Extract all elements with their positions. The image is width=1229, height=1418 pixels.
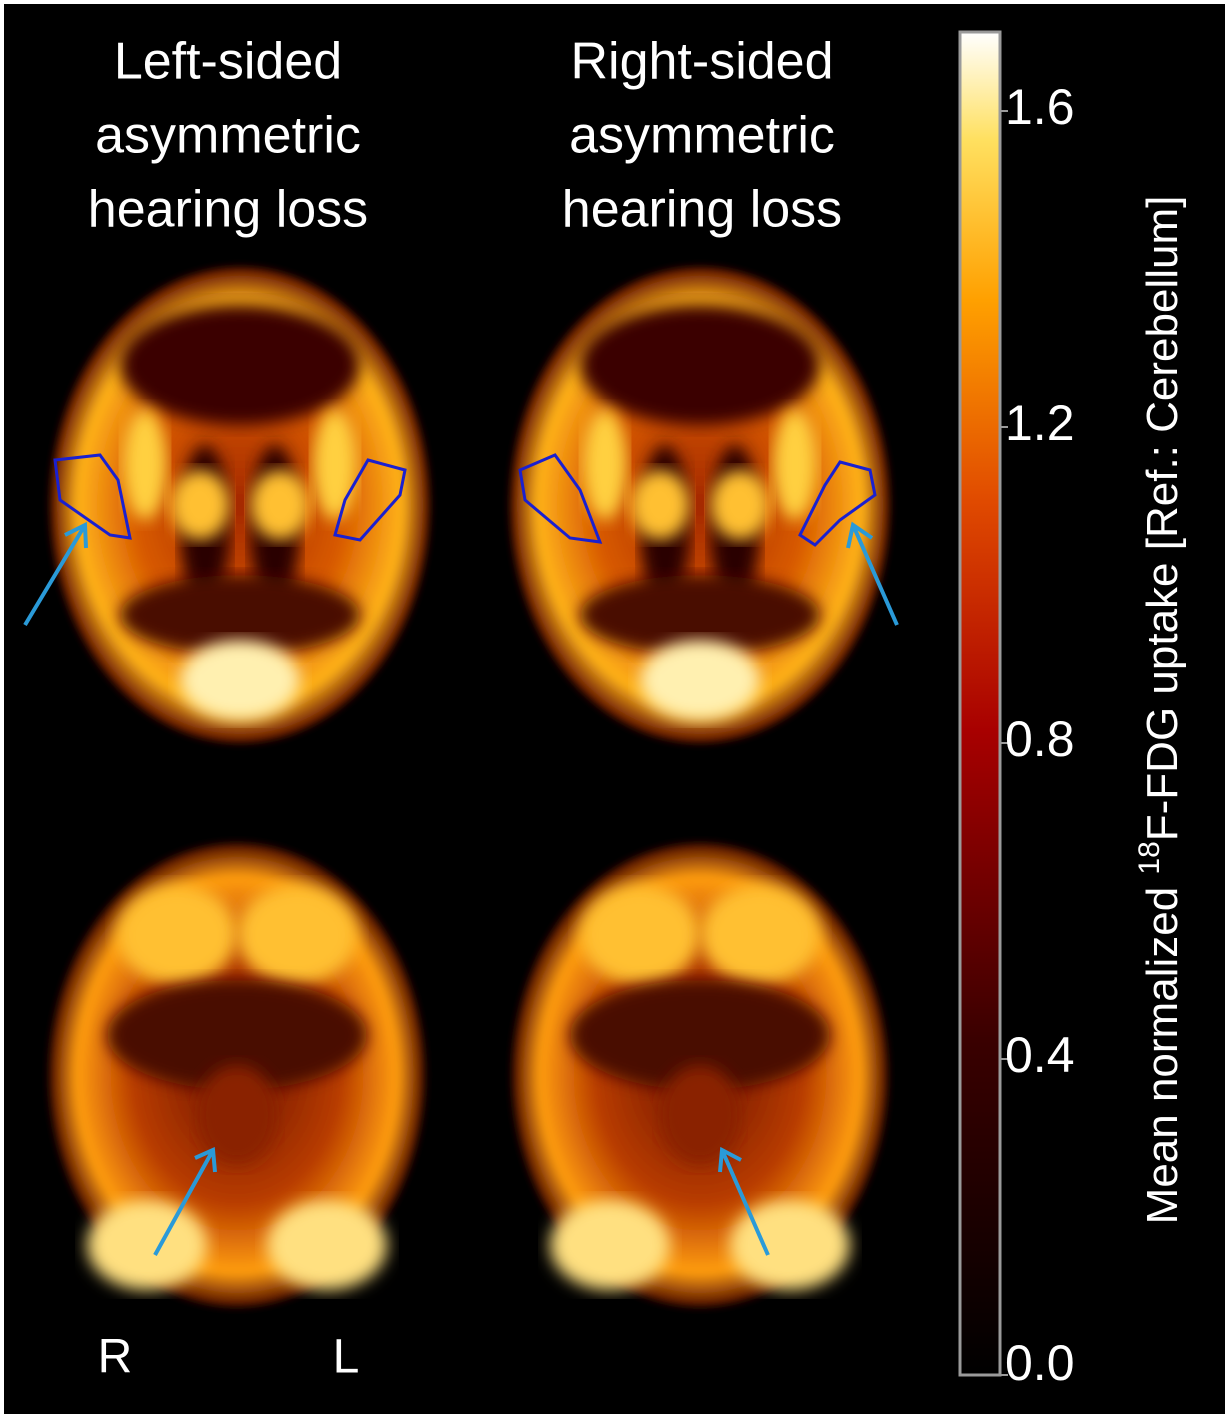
- label-part: Mean normalized: [1138, 875, 1187, 1225]
- column-title: hearing loss: [88, 181, 368, 239]
- column-title: asymmetric: [569, 107, 835, 165]
- brain-slice: [49, 843, 425, 1307]
- label-part: F-FDG uptake [Ref.: Cerebellum]: [1138, 196, 1187, 842]
- orientation-label: R: [98, 1331, 133, 1384]
- colorbar-tick-label: 1.6: [1005, 79, 1075, 135]
- column-title: Left-sided: [114, 33, 342, 91]
- colorbar-tick-label: 0.4: [1005, 1027, 1075, 1083]
- column-title: hearing loss: [562, 181, 842, 239]
- colorbar: [960, 32, 1000, 1375]
- column-title: asymmetric: [95, 107, 361, 165]
- colorbar-tick-label: 0.0: [1005, 1335, 1075, 1391]
- brain-slice: [510, 267, 890, 743]
- figure: Mean normalized 18F-FDG uptake [Ref.: Ce…: [0, 0, 1229, 1418]
- column-title: Right-sided: [570, 33, 833, 91]
- brain-slice: [512, 843, 888, 1307]
- colorbar-tick-label: 1.2: [1005, 395, 1075, 451]
- orientation-label: L: [333, 1331, 360, 1384]
- label-sup: 18: [1133, 841, 1166, 874]
- colorbar-tick-label: 0.8: [1005, 711, 1075, 767]
- colorbar-label: Mean normalized 18F-FDG uptake [Ref.: Ce…: [1133, 196, 1187, 1225]
- brain-slice: [50, 267, 430, 743]
